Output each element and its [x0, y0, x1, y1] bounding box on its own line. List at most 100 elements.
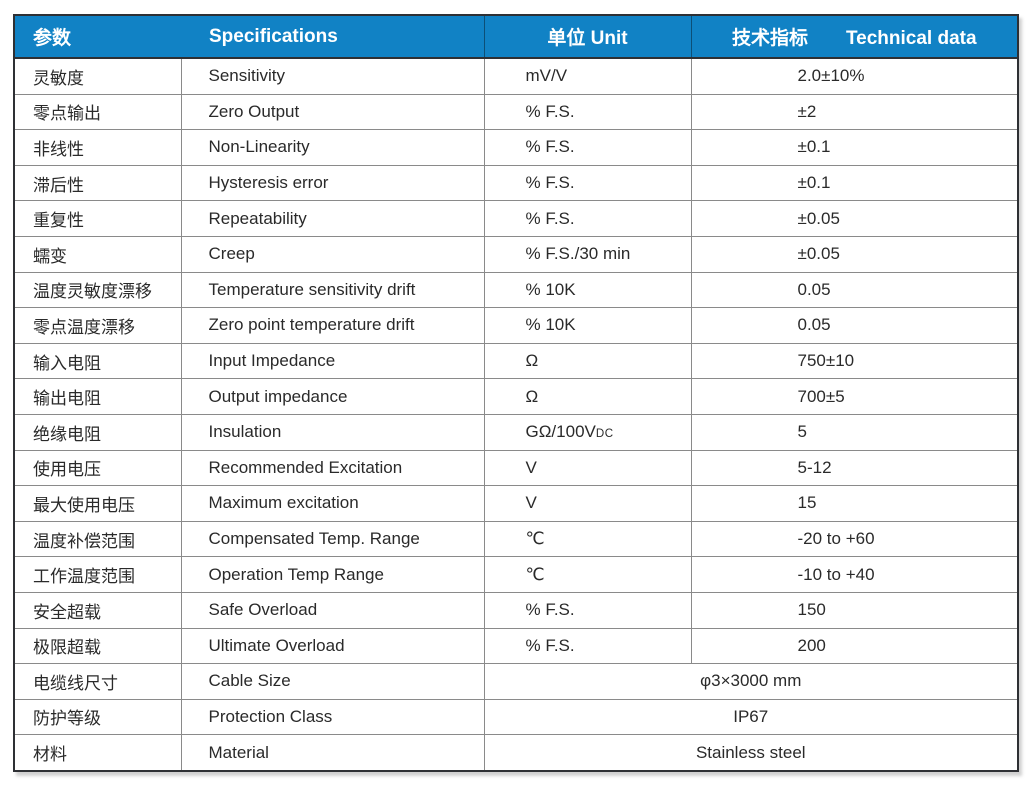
spec-cell: Insulation	[180, 413, 484, 451]
table-row: 重复性 Repeatability% F.S. ±0.05	[14, 200, 1018, 237]
param-cell: 极限超载	[14, 627, 181, 664]
spec-cell: Maximum excitation	[180, 485, 484, 522]
unit-cell: mV/V	[483, 57, 691, 95]
spec-cell: Zero Output	[180, 93, 484, 130]
param-cell: 绝缘电阻	[14, 413, 181, 451]
table-row: 材料 Material Stainless steel	[14, 734, 1018, 771]
merged-value-cell: φ3×3000 mm	[483, 663, 1018, 700]
value-cell: ±0.05	[690, 200, 1018, 237]
param-cell: 温度补偿范围	[14, 520, 181, 557]
unit-cell: ℃	[483, 556, 691, 593]
unit-subscript: DC	[595, 428, 614, 441]
unit-cell: V	[483, 485, 691, 522]
param-cell: 输入电阻	[14, 342, 181, 379]
table-row: 温度灵敏度漂移 Temperature sensitivity drift% 10…	[14, 271, 1018, 308]
unit-cell: Ω	[483, 378, 691, 415]
unit-cell: % F.S.	[483, 591, 691, 628]
value-cell: 5-12	[690, 449, 1018, 486]
spec-cell: Output impedance	[180, 378, 484, 415]
table-row: 绝缘电阻 Insulation GΩ/100VDC 5	[14, 413, 1018, 451]
param-cell: 输出电阻	[14, 378, 181, 415]
table-row: 极限超载 Ultimate Overload% F.S. 200	[14, 627, 1018, 664]
param-cell: 零点温度漂移	[14, 307, 181, 344]
table-row: 滞后性 Hysteresis error% F.S. ±0.1	[14, 164, 1018, 201]
unit-cell: % F.S.	[483, 164, 691, 201]
value-cell: 0.05	[690, 271, 1018, 308]
unit-cell: % 10K	[483, 307, 691, 344]
param-cell: 安全超载	[14, 591, 181, 628]
table-row: 非线性 Non-Linearity% F.S. ±0.1	[14, 129, 1018, 166]
param-cell: 工作温度范围	[14, 556, 181, 593]
table-row: 最大使用电压 Maximum excitation V 15	[14, 485, 1018, 522]
value-cell: ±0.05	[690, 235, 1018, 273]
spec-cell: Material	[180, 734, 484, 771]
table-row: 灵敏度 Sensitivity mV/V 2.0±10%	[14, 57, 1018, 95]
table-row: 输出电阻 Output impedance Ω 700±5	[14, 378, 1018, 415]
spec-cell: Temperature sensitivity drift	[180, 271, 484, 308]
spec-cell: Hysteresis error	[180, 164, 484, 201]
unit-cell: V	[483, 449, 691, 486]
value-cell: ±0.1	[690, 164, 1018, 201]
param-cell: 重复性	[14, 200, 181, 237]
value-cell: 0.05	[690, 307, 1018, 344]
table-row: 输入电阻 Input Impedance Ω 750±10	[14, 342, 1018, 379]
param-cell: 蠕变	[14, 235, 181, 273]
spec-cell: Zero point temperature drift	[180, 307, 484, 344]
merged-value-cell: IP67	[483, 698, 1018, 735]
value-cell: 15	[690, 485, 1018, 522]
table-row: 安全超载 Safe Overload% F.S. 150	[14, 591, 1018, 628]
table-row: 零点输出 Zero Output% F.S. ±2	[14, 93, 1018, 130]
spec-cell: Repeatability	[180, 200, 484, 237]
value-cell: 150	[690, 591, 1018, 628]
value-cell: 700±5	[690, 378, 1018, 415]
param-cell: 非线性	[14, 129, 181, 166]
table-row: 零点温度漂移 Zero point temperature drift% 10K 0…	[14, 307, 1018, 344]
spec-cell: Creep	[180, 235, 484, 273]
value-cell: 2.0±10%	[690, 57, 1018, 95]
specifications-table: 参数 Specifications 单位 Unit 技术指标 Technical …	[13, 14, 1019, 772]
spec-cell: Recommended Excitation	[180, 449, 484, 486]
header-unit: 单位 Unit	[483, 15, 691, 59]
param-cell: 零点输出	[14, 93, 181, 130]
unit-cell: % F.S.	[483, 627, 691, 664]
value-cell: ±2	[690, 93, 1018, 130]
spec-cell: Ultimate Overload	[180, 627, 484, 664]
merged-value-cell: Stainless steel	[483, 734, 1018, 771]
param-cell: 材料	[14, 734, 181, 771]
spec-cell: Safe Overload	[180, 591, 484, 628]
value-cell: 5	[690, 413, 1018, 451]
unit-cell: % F.S.	[483, 200, 691, 237]
value-cell: 200	[690, 627, 1018, 664]
header-specifications: Specifications	[181, 15, 484, 59]
param-cell: 最大使用电压	[14, 485, 181, 522]
unit-cell: % F.S./30 min	[483, 235, 691, 273]
header-technical-data: 技术指标 Technical data	[690, 15, 1018, 59]
spec-cell: Compensated Temp. Range	[180, 520, 484, 557]
spec-cell: Protection Class	[180, 698, 484, 735]
value-cell: 750±10	[690, 342, 1018, 379]
table-row: 电缆线尺寸 Cable Size φ3×3000 mm	[14, 663, 1018, 700]
header-technical-data-cn: 技术指标	[731, 28, 808, 49]
value-cell: -20 to +60	[690, 520, 1018, 557]
spec-cell: Cable Size	[180, 663, 484, 700]
table-row: 工作温度范围 Operation Temp Range ℃ -10 to +40	[14, 556, 1018, 593]
param-cell: 防护等级	[14, 698, 181, 735]
param-cell: 温度灵敏度漂移	[14, 271, 181, 308]
header-param: 参数	[14, 15, 181, 59]
table-row: 温度补偿范围 Compensated Temp. Range ℃ -20 to +60	[14, 520, 1018, 557]
unit-cell: GΩ/100VDC	[483, 413, 691, 451]
param-cell: 灵敏度	[14, 57, 181, 95]
unit-cell: % F.S.	[483, 129, 691, 166]
param-cell: 滞后性	[14, 164, 181, 201]
table-body: 灵敏度 Sensitivity mV/V 2.0±10% 零点输出 Zero Output…	[14, 57, 1018, 771]
spec-cell: Sensitivity	[180, 57, 484, 95]
table-header: 参数 Specifications 单位 Unit 技术指标 Technical …	[14, 15, 1018, 59]
header-technical-data-en: Technical data	[845, 28, 977, 49]
value-cell: ±0.1	[690, 129, 1018, 166]
table-row: 蠕变 Creep% F.S./30 min ±0.05	[14, 235, 1018, 273]
unit-cell: % 10K	[483, 271, 691, 308]
param-cell: 使用电压	[14, 449, 181, 486]
unit-cell: Ω	[483, 342, 691, 379]
spec-cell: Operation Temp Range	[180, 556, 484, 593]
